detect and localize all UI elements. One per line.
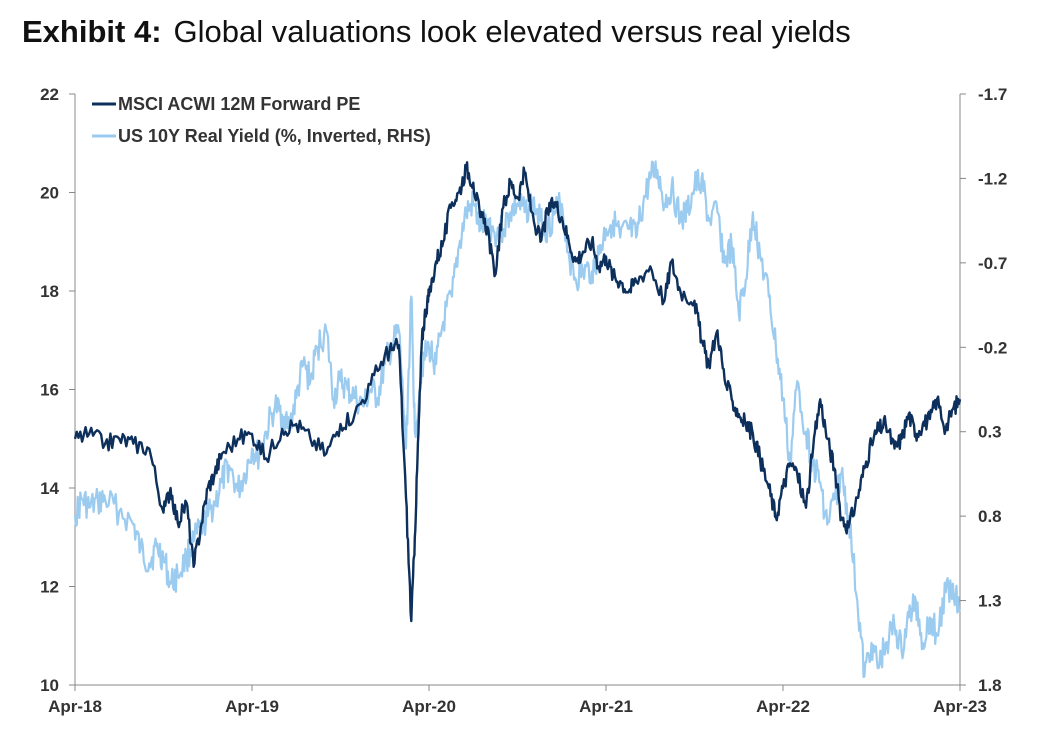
- axes: 22 20 18 16 14 12 10 -1.7 -1.2 -0.7 -0.2 0.3 0.8 1.3 1…: [40, 85, 1007, 716]
- chart-title: Exhibit 4: Global valuations look elevate…: [22, 14, 851, 50]
- x-tick-label: Apr-18: [48, 697, 102, 716]
- x-tick-label: Apr-20: [402, 697, 456, 716]
- right-tick-label: -0.2: [978, 338, 1007, 357]
- right-tick-label: 0.8: [978, 507, 1002, 526]
- x-tick-label: Apr-22: [756, 697, 810, 716]
- legend: MSCI ACWI 12M Forward PE US 10Y Real Yiel…: [92, 94, 431, 146]
- legend-label-1: US 10Y Real Yield (%, Inverted, RHS): [118, 126, 431, 146]
- legend-label-0: MSCI ACWI 12M Forward PE: [118, 94, 360, 114]
- series-line-0: [73, 161, 962, 623]
- chart-title-lead: Exhibit 4:: [22, 14, 162, 49]
- right-tick-label: 1.8: [978, 676, 1002, 695]
- left-tick-label: 16: [40, 381, 59, 400]
- series-lines: [73, 160, 962, 679]
- left-tick-label: 14: [40, 479, 59, 498]
- chart-title-text: Global valuations look elevated versus r…: [173, 14, 851, 49]
- right-tick-label: 0.3: [978, 423, 1002, 442]
- x-tick-label: Apr-19: [225, 697, 279, 716]
- left-tick-label: 18: [40, 282, 59, 301]
- x-tick-label: Apr-21: [579, 697, 633, 716]
- series-line-1: [73, 160, 962, 679]
- right-tick-label: -1.2: [978, 169, 1007, 188]
- left-tick-label: 22: [40, 85, 59, 104]
- right-tick-label: -1.7: [978, 85, 1007, 104]
- left-tick-label: 10: [40, 676, 59, 695]
- x-tick-label: Apr-23: [933, 697, 987, 716]
- right-tick-label: -0.7: [978, 254, 1007, 273]
- left-tick-label: 12: [40, 578, 59, 597]
- left-tick-label: 20: [40, 184, 59, 203]
- right-tick-label: 1.3: [978, 592, 1002, 611]
